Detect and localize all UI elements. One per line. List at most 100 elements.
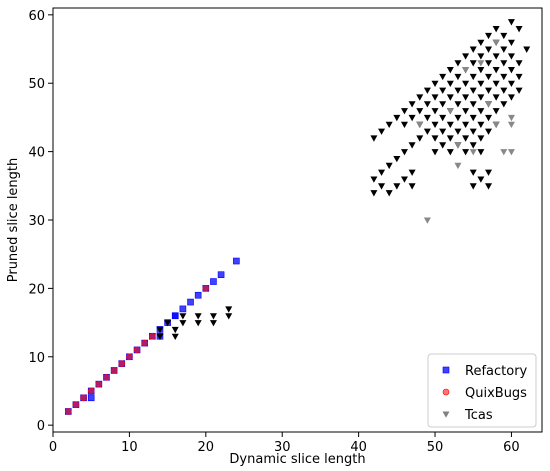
tcas-point (439, 114, 447, 122)
tcas-point (370, 135, 378, 142)
quixbugs-point (72, 401, 80, 408)
tcas-point (454, 60, 462, 67)
x-tick-label: 10 (121, 440, 138, 455)
quixbugs-point (87, 387, 95, 395)
tcas-point (477, 80, 485, 88)
tcas-point (507, 19, 515, 26)
x-tick-label: 40 (350, 440, 367, 455)
tcas-point (431, 80, 439, 88)
tcas-point (469, 114, 477, 122)
tcas-point (416, 135, 424, 142)
tcas-point (400, 149, 408, 156)
tcas-point (492, 108, 500, 115)
highlight-point (507, 114, 515, 122)
tcas-point (492, 53, 500, 60)
tcas-point (423, 101, 431, 108)
data-points (64, 19, 531, 415)
tcas-point (454, 87, 462, 94)
refactory-point (187, 298, 194, 306)
tcas-point (209, 320, 217, 327)
tcas-point (164, 320, 172, 327)
quixbugs-point (95, 380, 103, 388)
tcas-point (477, 94, 485, 101)
tcas-point (385, 190, 393, 197)
tcas-point (477, 121, 485, 129)
tcas-point (507, 53, 515, 60)
tcas-point (469, 128, 477, 135)
tcas-point (523, 46, 531, 53)
tcas-point (408, 183, 416, 190)
x-axis: 0 10 20 30 40 50 60 (49, 432, 520, 455)
tcas-point (492, 67, 500, 74)
refactory-point (87, 394, 95, 402)
tcas-point (469, 183, 477, 190)
tcas-point (515, 87, 523, 94)
tcas-point (492, 80, 500, 88)
tcas-point (431, 94, 439, 101)
x-tick-label: 0 (49, 440, 57, 455)
tcas-point (431, 135, 439, 142)
tcas-point (469, 169, 477, 176)
refactory-point (171, 312, 179, 320)
tcas-point (179, 313, 187, 320)
tcas-point (408, 101, 416, 108)
tcas-point (378, 169, 386, 176)
tcas-point (485, 73, 493, 81)
tcas-point (485, 46, 493, 53)
highlight-point (477, 60, 485, 67)
y-axis-label: Pruned slice length (6, 158, 21, 283)
tcas-point (462, 80, 470, 88)
tcas-point (462, 53, 470, 60)
tcas-point (477, 53, 485, 60)
tcas-point (209, 313, 217, 320)
legend-label-tcas: Tcas (464, 408, 493, 423)
legend-label-refactory: Refactory (465, 364, 528, 379)
refactory-point (233, 257, 240, 265)
y-tick-label: 50 (28, 77, 45, 92)
tcas-point (439, 101, 447, 108)
tcas-point (485, 87, 493, 94)
highlight-point (446, 108, 454, 115)
highlight-point (454, 162, 462, 170)
refactory-point (194, 291, 202, 299)
y-tick-label: 0 (37, 419, 45, 434)
tcas-point (408, 142, 416, 149)
tcas-point (485, 169, 493, 176)
tcas-point (393, 183, 401, 190)
refactory-point (210, 278, 217, 285)
tcas-point (500, 60, 508, 67)
tcas-point (462, 94, 470, 101)
tcas-point (423, 114, 431, 122)
tcas-point (439, 87, 447, 94)
tcas-point (507, 80, 515, 88)
tcas-point (507, 39, 515, 46)
quixbugs-legend-marker (442, 388, 450, 396)
highlight-point (492, 121, 500, 129)
tcas-point (462, 135, 470, 142)
refactory-point (217, 271, 225, 279)
tcas-point (492, 94, 500, 101)
tcas-point (454, 101, 462, 108)
tcas-point (378, 183, 386, 190)
legend: Refactory QuixBugs Tcas (427, 353, 537, 428)
y-tick-label: 30 (28, 214, 45, 229)
tcas-point (225, 306, 233, 313)
quixbugs-point (64, 408, 72, 415)
tcas-point (515, 26, 523, 33)
tcas-point (469, 60, 477, 67)
tcas-point (400, 121, 408, 129)
tcas-point (439, 73, 447, 81)
legend-box (427, 353, 537, 428)
tcas-point (477, 67, 485, 74)
tcas-point (477, 135, 485, 142)
tcas-point (515, 60, 523, 67)
tcas-point (416, 94, 424, 101)
tcas-point (454, 73, 462, 81)
tcas-point (446, 67, 454, 74)
tcas-point (469, 101, 477, 108)
highlight-point (416, 121, 424, 129)
tcas-point (423, 128, 431, 135)
tcas-point (446, 121, 454, 129)
tcas-point (439, 142, 447, 149)
tcas-point (515, 73, 523, 81)
